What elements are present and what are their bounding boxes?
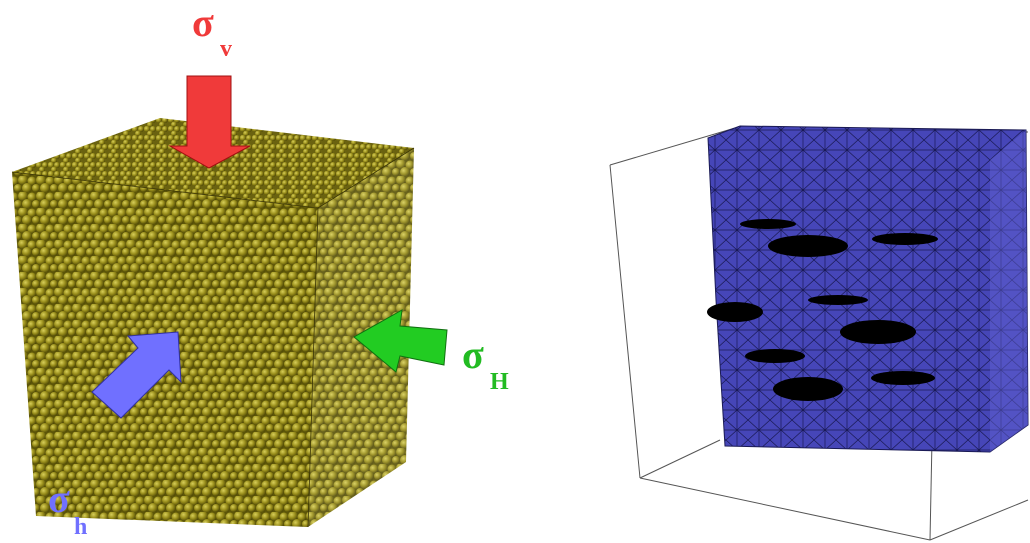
hole [872, 233, 938, 245]
label-symbol: σ [48, 476, 70, 521]
hole [740, 219, 796, 229]
arrow-max-horizontal [353, 309, 448, 373]
box-edge [929, 439, 933, 541]
cube-edge [307, 207, 319, 528]
label-symbol: σ [192, 0, 214, 45]
hole [871, 371, 935, 385]
hole [840, 320, 916, 344]
label-subscript: v [220, 36, 232, 62]
box-edge [929, 499, 1029, 541]
particle-cube [11, 118, 415, 528]
hole [773, 377, 843, 401]
arrow-vertical [168, 75, 251, 169]
label-subscript: H [490, 369, 509, 395]
hole [768, 235, 848, 257]
box-edge [609, 127, 736, 166]
box-edge [639, 439, 721, 479]
mesh-side [990, 130, 1028, 452]
hole [745, 349, 805, 363]
hole [808, 295, 868, 305]
box-edge [609, 164, 641, 479]
hole [707, 302, 763, 322]
label-subscript: h [74, 514, 87, 540]
mesh-block [707, 125, 1029, 453]
box-edge [639, 477, 931, 541]
label-symbol: σ [462, 332, 484, 377]
holes [707, 219, 938, 401]
arrow-min-horizontal [91, 331, 182, 419]
